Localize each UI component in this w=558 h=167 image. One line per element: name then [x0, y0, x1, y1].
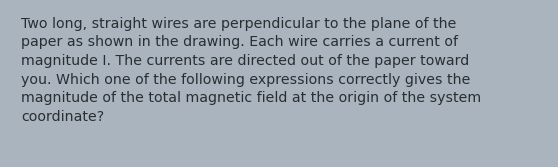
- Text: Two long, straight wires are perpendicular to the plane of the
paper as shown in: Two long, straight wires are perpendicul…: [21, 17, 482, 124]
